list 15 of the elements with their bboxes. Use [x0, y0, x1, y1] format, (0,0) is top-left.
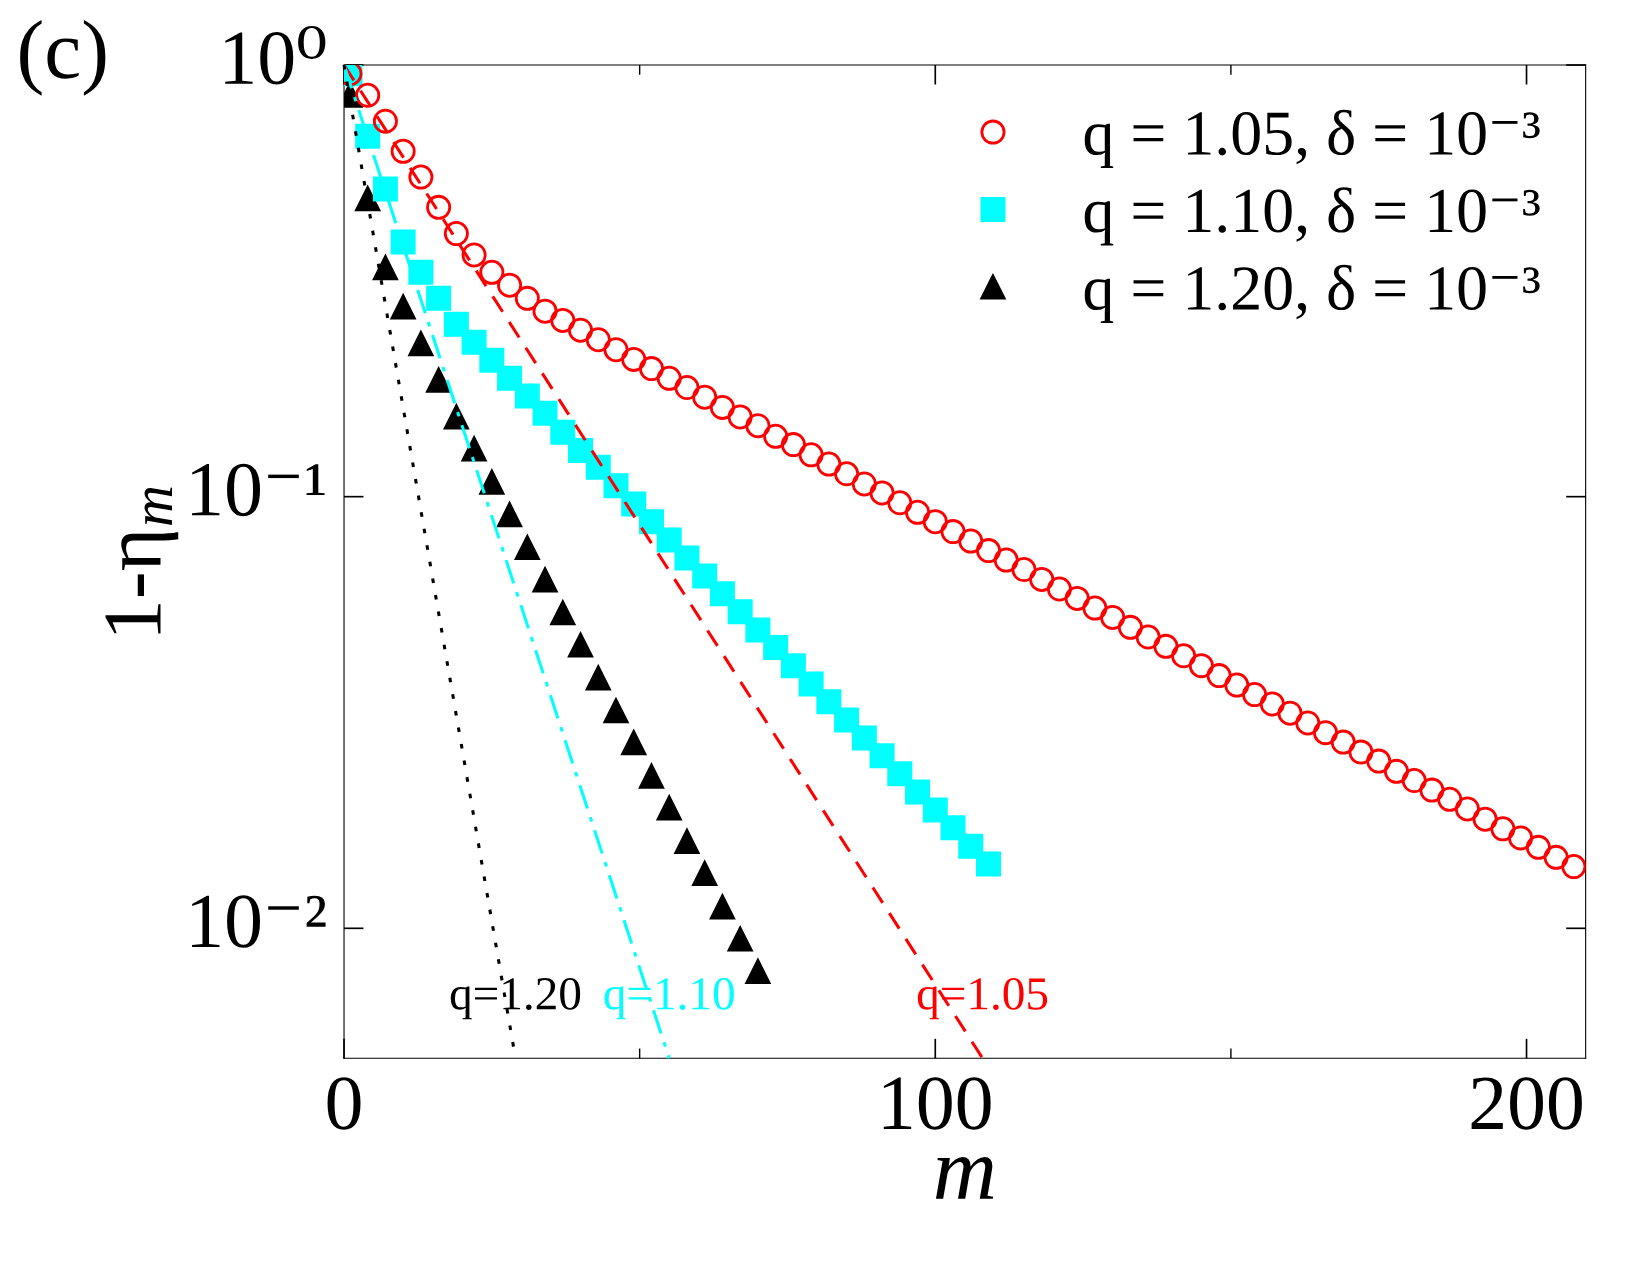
y-tick-label: 10⁰ [225, 26, 326, 85]
x-tick-label: 100 [883, 1077, 991, 1130]
x-tick-label: 0 [327, 1077, 361, 1130]
annotation: q=1.10 [604, 977, 734, 1020]
annotation: q=1.05 [917, 977, 1048, 1020]
legend-label: q = 1.05, δ = 10⁻³ [1084, 109, 1540, 169]
annotation: q=1.20 [450, 977, 581, 1020]
text: (c) [20, 20, 106, 96]
x-axis-title: m [935, 1156, 994, 1199]
x-tick-label: 200 [1471, 1077, 1582, 1130]
y-axis-title: 1-η$_{m}$ [105, 487, 179, 634]
y-tick-label: 10⁻¹ [192, 463, 325, 517]
legend-label: q = 1.10, δ = 10⁻³ [1084, 187, 1540, 246]
y-tick-label: 10⁻² [192, 895, 326, 948]
legend-label: q = 1.20, δ = 10⁻³ [1084, 264, 1540, 324]
